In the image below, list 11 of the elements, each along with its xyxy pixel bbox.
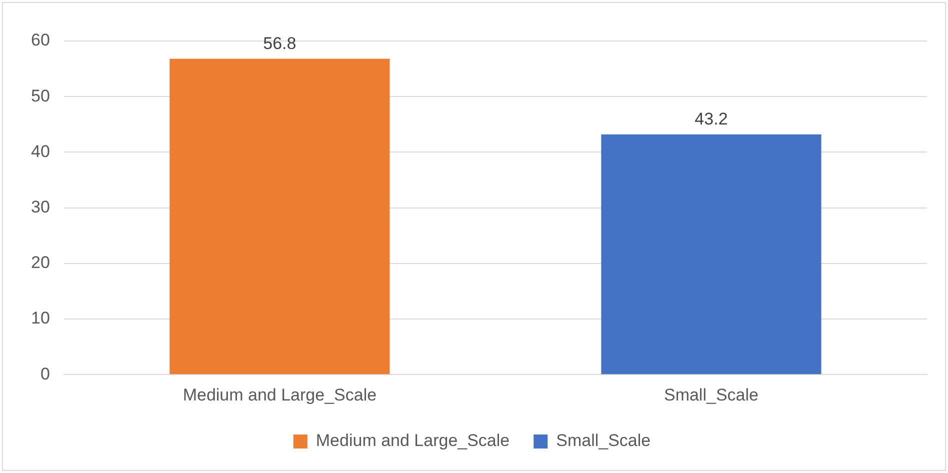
legend-label: Small_Scale: [556, 431, 651, 450]
y-tick-label: 20: [30, 253, 50, 272]
y-tick-label: 30: [30, 197, 50, 216]
y-tick-label: 50: [30, 86, 50, 106]
y-tick-label: 10: [30, 308, 50, 328]
y-tick-label: 0: [40, 364, 50, 384]
y-tick-label: 60: [30, 30, 50, 50]
legend-label: Medium and Large_Scale: [316, 431, 510, 450]
data-label: 56.8: [263, 34, 296, 53]
data-label: 43.2: [694, 110, 728, 129]
y-tick-label: 40: [30, 142, 50, 161]
